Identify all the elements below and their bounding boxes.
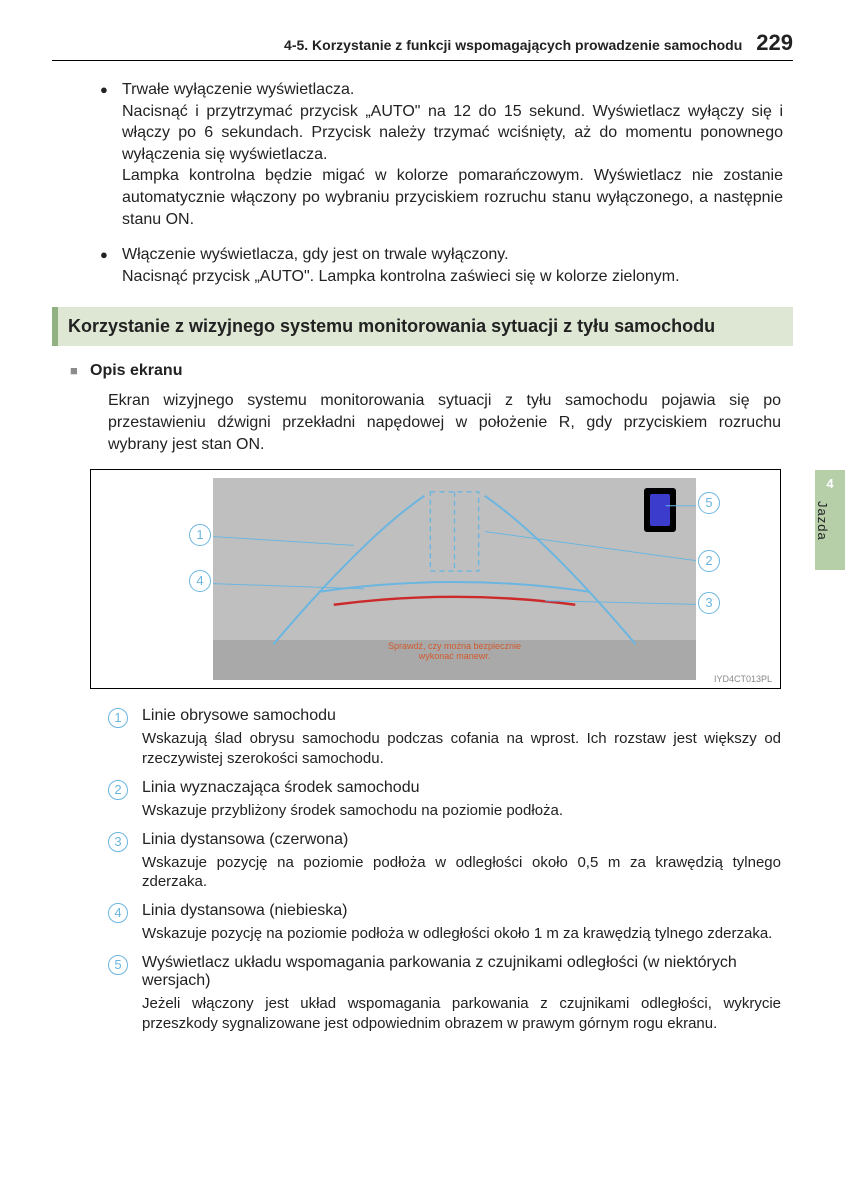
legend-item-3: 3 Linia dystansowa (czerwona) Wskazuje p… (108, 831, 781, 893)
bullet-body-2: Lampka kontrolna będzie migać w kolorze … (122, 165, 783, 230)
legend-desc: Wskazują ślad obrysu samochodu podczas c… (142, 729, 781, 769)
legend-item-4: 4 Linia dystansowa (niebieska) Wskazuje … (108, 902, 781, 944)
legend-title: Linia wyznaczająca środek samochodu (142, 779, 781, 797)
callout-4: 4 (189, 570, 211, 592)
callout-3: 3 (698, 592, 720, 614)
legend-title: Linia dystansowa (niebieska) (142, 902, 781, 920)
legend-desc: Wskazuje przybliżony środek samochodu na… (142, 801, 781, 821)
legend-desc: Jeżeli włączony jest układ wspomagania p… (142, 994, 781, 1034)
legend-desc: Wskazuje pozycję na poziomie podłoża w o… (142, 924, 781, 944)
page-header: 4-5. Korzystanie z funkcji wspomagającyc… (52, 30, 793, 61)
page-content: 4-5. Korzystanie z funkcji wspomagającyc… (0, 0, 845, 1200)
callout-1: 1 (189, 524, 211, 546)
bullet-body: Nacisnąć i przytrzymać przycisk „AUTO" n… (122, 101, 783, 166)
legend-item-5: 5 Wyświetlacz układu wspomagania parkowa… (108, 954, 781, 1034)
legend-number: 4 (108, 903, 128, 923)
legend-title: Linie obrysowe samochodu (142, 707, 781, 725)
bullet-body: Nacisnąć przycisk „AUTO". Lampka kontrol… (122, 266, 783, 288)
subsection-heading: Opis ekranu (90, 362, 793, 380)
screen-inner: Sprawdź, czy można bezpiecznie wykonać m… (213, 478, 696, 680)
legend-title: Linia dystansowa (czerwona) (142, 831, 781, 849)
legend-number: 5 (108, 955, 128, 975)
legend-desc: Wskazuje pozycję na poziomie podłoża w o… (142, 853, 781, 893)
legend-number: 1 (108, 708, 128, 728)
section-heading: Korzystanie z wizyjnego systemu monitoro… (52, 307, 793, 346)
callout-2: 2 (698, 550, 720, 572)
legend-number: 2 (108, 780, 128, 800)
bullet-item: Trwałe wyłączenie wyświetlacza. Nacisnąć… (122, 79, 783, 230)
bullet-item: Włączenie wyświetlacza, gdy jest on trwa… (122, 244, 783, 287)
section-breadcrumb: 4-5. Korzystanie z funkcji wspomagającyc… (284, 37, 742, 53)
screen-diagram: Sprawdź, czy można bezpiecznie wykonać m… (90, 469, 781, 689)
image-code: IYD4CT013PL (714, 674, 772, 684)
intro-paragraph: Ekran wizyjnego systemu monitorowania sy… (108, 390, 781, 455)
vehicle-icon (644, 488, 676, 532)
legend-item-1: 1 Linie obrysowe samochodu Wskazują ślad… (108, 707, 781, 769)
legend-title: Wyświetlacz układu wspomagania parkowani… (142, 954, 781, 990)
callout-5: 5 (698, 492, 720, 514)
legend-number: 3 (108, 832, 128, 852)
bullet-title: Włączenie wyświetlacza, gdy jest on trwa… (122, 244, 783, 266)
page-number: 229 (756, 30, 793, 56)
bullet-title: Trwałe wyłączenie wyświetlacza. (122, 79, 783, 101)
legend-item-2: 2 Linia wyznaczająca środek samochodu Ws… (108, 779, 781, 821)
warning-caption: Sprawdź, czy można bezpiecznie wykonać m… (213, 642, 696, 662)
